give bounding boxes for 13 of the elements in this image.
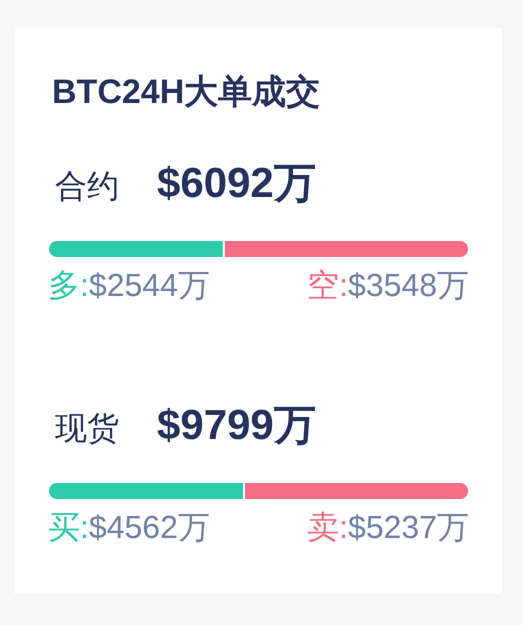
series-label: 多: [48,267,89,303]
data-label: $2544万 [88,267,210,303]
series-label: 买: [48,509,89,545]
series-label: 空: [307,267,348,303]
data-label: $4562万 [88,509,210,545]
y-tick-label: 现货 [55,410,119,446]
series-label: 卖: [307,509,348,545]
total-label: $9799万 [157,401,316,448]
data-label: $5237万 [348,509,469,545]
chart-title: BTC24H大单成交 [52,73,320,111]
total-label: $6092万 [157,159,316,206]
data-label: $3548万 [348,267,469,303]
y-tick-label: 合约 [55,168,119,204]
